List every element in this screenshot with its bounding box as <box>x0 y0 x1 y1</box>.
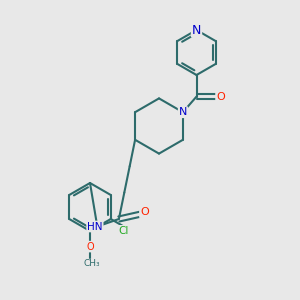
Text: O: O <box>216 92 225 102</box>
Text: O: O <box>140 207 149 217</box>
Text: HN: HN <box>87 221 103 232</box>
Text: O: O <box>86 242 94 252</box>
Text: N: N <box>192 23 201 37</box>
Text: N: N <box>179 107 187 117</box>
Text: CH₃: CH₃ <box>83 260 100 268</box>
Text: Cl: Cl <box>118 226 129 236</box>
